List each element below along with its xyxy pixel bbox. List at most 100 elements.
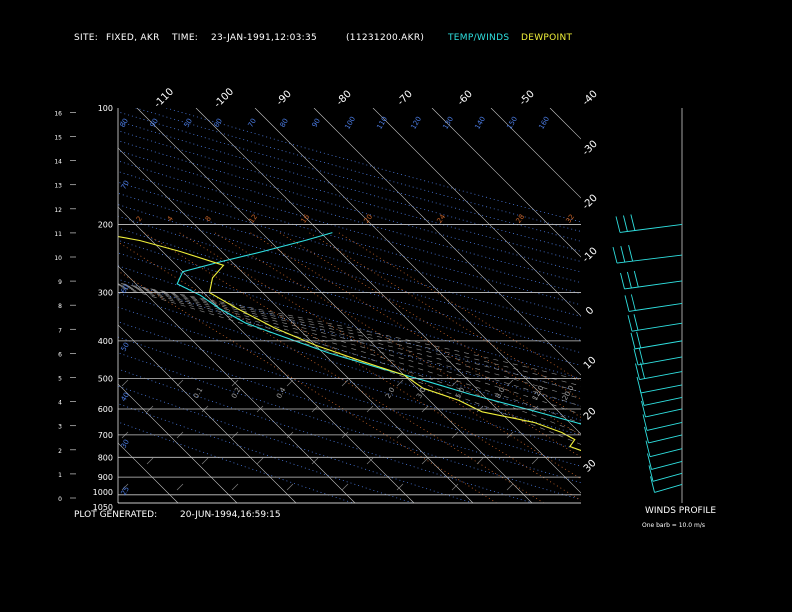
wind-barb-feather — [645, 440, 651, 457]
moist-tick — [341, 379, 349, 387]
dry-adiabat — [118, 215, 581, 354]
dry-adiabat-label: 130 — [441, 115, 455, 131]
wind-barb — [651, 461, 683, 470]
dry-adiabat — [118, 403, 413, 503]
top-temp-label: -80 — [335, 89, 354, 108]
right-temp-label: 20 — [582, 406, 599, 423]
mixing-ratio-label: 8 — [204, 215, 213, 223]
isotherm — [118, 324, 297, 503]
file-id: (11231200.AKR) — [346, 33, 425, 43]
isotherm — [490, 108, 581, 199]
dry-adiabat — [118, 111, 581, 242]
height-label: 4 — [58, 400, 62, 407]
mixing-ratio-line — [338, 232, 581, 382]
moist-tick — [396, 379, 404, 387]
moist-tick — [451, 483, 459, 491]
right-temp-label: 0 — [584, 305, 596, 317]
dry-adiabat — [118, 336, 581, 484]
mixing-ratio-line — [308, 232, 581, 400]
isotherm — [0, 108, 60, 503]
pressure-label: 400 — [98, 337, 113, 346]
barb-note: One barb = 10.0 m/s — [642, 522, 705, 529]
wind-barb-feather — [620, 272, 625, 290]
height-label: 0 — [58, 496, 62, 503]
moist-adiabat — [118, 286, 581, 445]
pressure-label: 300 — [98, 289, 113, 298]
moist-tick — [506, 483, 514, 491]
moist-tick — [341, 483, 349, 491]
top-temp-label: -100 — [212, 86, 236, 110]
mixing-ratio-label: 12 — [248, 213, 260, 225]
isotherm — [372, 108, 581, 317]
temperature-trace — [176, 232, 581, 425]
wind-barb-feather — [642, 414, 648, 431]
legend-temp-winds: TEMP/WINDS — [448, 33, 510, 43]
moist-label: 12.0 — [531, 384, 546, 402]
time-value: 23-JAN-1991,12:03:35 — [211, 33, 318, 43]
right-temp-label: 10 — [582, 355, 599, 372]
winds-profile-label: WINDS PROFILE — [645, 506, 717, 516]
wind-barb-feather — [630, 294, 636, 311]
mixing-ratio-label: 28 — [515, 213, 527, 225]
pressure-label: 100 — [98, 104, 113, 113]
moist-tick — [176, 379, 184, 387]
height-label: 16 — [54, 110, 62, 117]
mixing-ratio-label: 24 — [436, 212, 448, 224]
mixing-ratio-line — [249, 232, 581, 436]
top-temp-label: -90 — [275, 89, 294, 108]
wind-barb-feather — [630, 214, 636, 231]
site-value: FIXED, AKR — [106, 33, 160, 43]
dry-adiabat — [118, 171, 581, 306]
wind-barb-feather — [624, 295, 630, 312]
moist-adiabat — [118, 284, 581, 415]
isotherm — [118, 265, 356, 503]
moist-tick — [451, 379, 459, 387]
wind-barb-feather — [630, 332, 636, 349]
dry-adiabat-label: 160 — [537, 115, 551, 131]
moist-tick — [531, 457, 539, 465]
pressure-label: 900 — [98, 473, 113, 482]
wind-barb-feather — [640, 362, 646, 379]
mixing-ratio-label: 32 — [565, 213, 577, 225]
wind-barb-feather — [626, 271, 632, 289]
lower-left-label: 40 — [120, 391, 131, 403]
wind-barb-feather — [641, 400, 646, 418]
wind-barb-feather — [644, 426, 649, 443]
height-label: 14 — [54, 159, 62, 166]
wind-barb-feather — [627, 315, 633, 332]
dry-adiabat — [118, 306, 581, 451]
height-label: 5 — [58, 376, 62, 383]
moist-adiabat — [118, 283, 581, 400]
height-label: 13 — [54, 183, 62, 190]
lower-left-label: 30 — [120, 438, 131, 450]
moist-tick — [201, 457, 209, 465]
moist-tick — [121, 483, 129, 491]
pressure-label: 800 — [98, 453, 113, 462]
wind-barb — [645, 408, 683, 418]
pressure-label: 1050 — [93, 503, 113, 512]
pressure-label: 1000 — [93, 488, 113, 497]
lower-left-label: 70 — [120, 179, 131, 191]
pressure-label: 600 — [98, 405, 113, 414]
height-label: 10 — [54, 255, 62, 262]
moist-adiabat — [118, 285, 581, 434]
mixing-ratio-label: 4 — [166, 214, 175, 223]
wind-barb — [649, 448, 683, 458]
dewpoint-trace — [118, 235, 581, 452]
legend-dewpoint: DEWPOINT — [521, 33, 573, 43]
mixing-ratio-label: 20 — [363, 213, 375, 225]
isotherm — [431, 108, 581, 258]
wind-barb — [654, 483, 683, 493]
wind-barb — [640, 384, 683, 394]
plot-generated-label: PLOT GENERATED: — [74, 510, 158, 520]
dry-adiabat-label: 80 — [279, 117, 290, 129]
isotherm — [118, 147, 474, 503]
mixing-ratio-line — [118, 241, 545, 503]
moist-tick — [396, 483, 404, 491]
height-label: 8 — [58, 303, 62, 310]
moist-tick — [286, 379, 294, 387]
mixing-ratio-line — [178, 232, 581, 480]
height-label: 9 — [58, 279, 62, 286]
dry-adiabat-label: 50 — [183, 117, 194, 129]
